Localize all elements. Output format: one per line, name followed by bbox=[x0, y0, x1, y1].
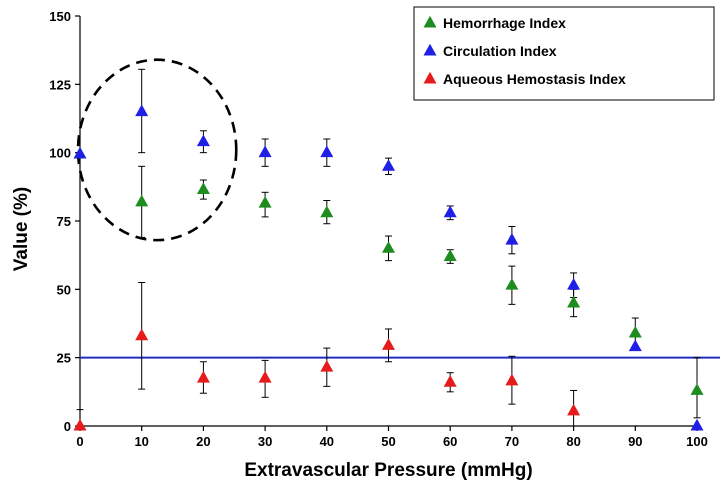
data-point-2 bbox=[196, 134, 210, 147]
data-point-2 bbox=[567, 277, 581, 290]
data-point-3 bbox=[505, 373, 519, 386]
axes: 0 25 50 75 100 125 150 0 10 20 30 40 50 60 70 80 90 100 bbox=[49, 9, 708, 449]
legend-items: Hemorrhage Index Circulation Index Aqueous… bbox=[423, 15, 626, 87]
data-point-3 bbox=[135, 328, 149, 341]
legend-marker bbox=[423, 71, 437, 84]
data-point-3 bbox=[258, 370, 272, 383]
data-point-2 bbox=[320, 145, 334, 158]
x-axis-title: Extravascular Pressure (mmHg) bbox=[244, 460, 532, 481]
data-point-2 bbox=[135, 104, 149, 117]
data-point-2 bbox=[258, 145, 272, 158]
y-axis-ticks: 0 25 50 75 100 125 150 bbox=[49, 9, 80, 434]
data-point-1 bbox=[135, 194, 149, 207]
legend-label: Aqueous Hemostasis Index bbox=[443, 71, 626, 87]
y-tick-label: 0 bbox=[64, 419, 71, 434]
y-tick-label: 125 bbox=[49, 77, 71, 92]
data-point-1 bbox=[258, 195, 272, 208]
legend-label: Circulation Index bbox=[443, 43, 557, 59]
legend-marker bbox=[423, 43, 437, 56]
data-point-1 bbox=[567, 295, 581, 308]
data-point-1 bbox=[443, 249, 457, 261]
data-point-1 bbox=[690, 383, 704, 395]
data-point-2 bbox=[505, 232, 519, 245]
y-tick-label: 50 bbox=[57, 282, 71, 297]
data-point-2 bbox=[443, 205, 457, 218]
legend-marker bbox=[423, 15, 437, 28]
y-axis-title: Value (%) bbox=[11, 187, 32, 271]
x-tick-label: 30 bbox=[258, 434, 272, 449]
x-tick-label: 10 bbox=[134, 434, 148, 449]
legend-label: Hemorrhage Index bbox=[443, 15, 566, 31]
data-point-3 bbox=[196, 370, 210, 383]
data-point-3 bbox=[567, 403, 581, 416]
x-tick-label: 70 bbox=[505, 434, 519, 449]
data-point-2 bbox=[73, 146, 87, 159]
y-tick-label: 25 bbox=[57, 351, 71, 366]
x-tick-label: 90 bbox=[628, 434, 642, 449]
x-tick-label: 0 bbox=[76, 434, 83, 449]
x-tick-label: 80 bbox=[566, 434, 580, 449]
data-point-3 bbox=[382, 338, 395, 350]
data-point-1 bbox=[628, 325, 642, 338]
data-point-2 bbox=[628, 339, 642, 352]
data-point-1 bbox=[382, 241, 395, 253]
x-tick-label: 60 bbox=[443, 434, 457, 449]
data-markers bbox=[73, 104, 704, 431]
data-point-1 bbox=[505, 277, 519, 290]
y-tick-label: 75 bbox=[57, 214, 71, 229]
x-tick-label: 40 bbox=[320, 434, 334, 449]
data-point-1 bbox=[196, 182, 210, 195]
x-axis-ticks: 0 10 20 30 40 50 60 70 80 90 100 bbox=[76, 426, 708, 449]
data-point-2 bbox=[382, 159, 395, 171]
data-point-3 bbox=[443, 375, 457, 387]
y-tick-label: 100 bbox=[49, 146, 71, 161]
data-point-2 bbox=[690, 418, 704, 431]
legend-box bbox=[413, 6, 715, 101]
data-point-3 bbox=[320, 359, 334, 372]
x-tick-label: 50 bbox=[381, 434, 395, 449]
data-point-1 bbox=[320, 205, 334, 218]
highlight-ellipse bbox=[76, 58, 238, 242]
x-tick-label: 100 bbox=[686, 434, 708, 449]
y-tick-label: 150 bbox=[49, 9, 71, 24]
data-point-3 bbox=[73, 418, 87, 431]
legend: Hemorrhage Index Circulation Index Aqueous… bbox=[413, 6, 715, 101]
x-tick-label: 20 bbox=[196, 434, 210, 449]
